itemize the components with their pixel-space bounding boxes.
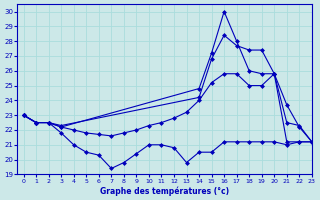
X-axis label: Graphe des températures (°c): Graphe des températures (°c) xyxy=(100,186,229,196)
